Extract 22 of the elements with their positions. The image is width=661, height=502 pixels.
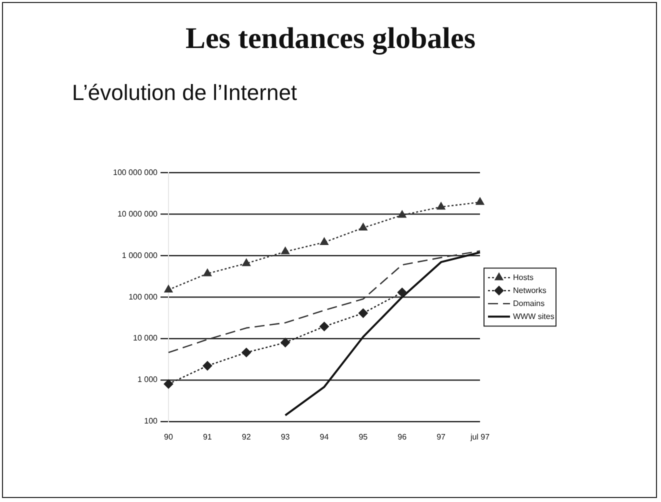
legend-label: WWW sites	[513, 312, 554, 321]
y-tick-label: 10 000	[133, 334, 158, 343]
x-tick-label: 92	[242, 432, 252, 442]
y-tick-label: 10 000 000	[117, 209, 158, 218]
x-tick-label: 91	[202, 432, 212, 442]
x-tick-label: 93	[280, 432, 290, 442]
y-tick-label: 100 000 000	[112, 168, 158, 178]
y-tick-label: 100 000	[128, 292, 158, 302]
x-tick-label: 96	[398, 432, 408, 442]
x-tick-label: 95	[358, 432, 368, 442]
y-tick-label: 1 000 000	[122, 250, 158, 260]
y-tick-label: 1 000	[137, 375, 158, 384]
y-tick-label: 100	[144, 416, 158, 426]
chart-title: Les tendances globales	[184, 22, 476, 56]
legend-label: Networks	[513, 286, 546, 295]
x-tick-label: jul 97	[469, 432, 490, 442]
x-tick-label: 97	[436, 432, 446, 442]
legend-label: Hosts	[513, 272, 534, 282]
legend-label: Domains	[513, 298, 545, 308]
x-tick-label: 94	[320, 432, 330, 442]
chart-subtitle: L’évolution de l’Internet	[72, 80, 298, 106]
x-tick-label: 90	[164, 432, 174, 442]
